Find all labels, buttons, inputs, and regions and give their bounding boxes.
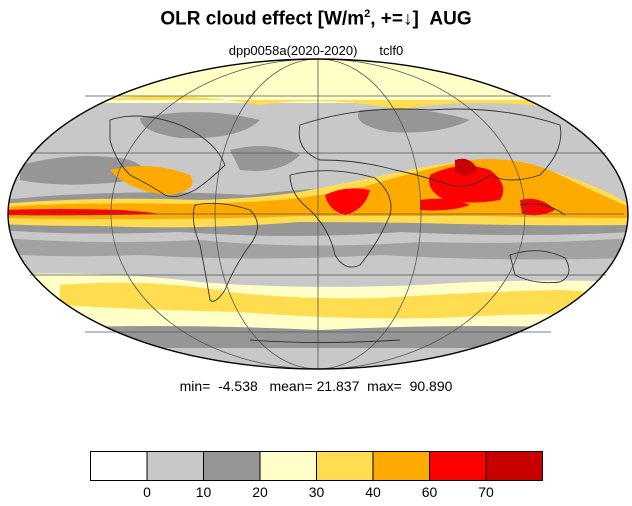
max-label: max=	[367, 378, 402, 394]
variable-label: tclf0	[379, 43, 404, 58]
world-map	[7, 58, 629, 370]
colorbar-bin	[485, 451, 543, 481]
mean-label: mean=	[269, 378, 313, 394]
experiment-label: dpp0058a(2020-2020)	[228, 43, 358, 58]
colorbar-tick-label: 70	[478, 484, 494, 500]
coastlines	[109, 108, 570, 343]
colorbar-bin	[146, 451, 204, 481]
plot-title: OLR cloud effect [W/m2, +=↓] AUG	[0, 8, 632, 30]
colorbar-labels: 0 10 20 30 40 60 70	[0, 484, 632, 504]
colorbar	[90, 451, 543, 481]
colorbar-bin	[259, 451, 317, 481]
max-value: 90.890	[409, 378, 453, 394]
colorbar-tick-label: 20	[252, 484, 268, 500]
title-bracket: ]	[412, 8, 419, 30]
colorbar-bin	[372, 451, 430, 481]
colorbar-tick-label: 0	[143, 484, 151, 500]
min-label: min=	[179, 378, 211, 394]
min-value: -4.538	[218, 378, 258, 394]
colorbar-tick-label: 40	[365, 484, 381, 500]
statistics-line: min= -4.538 mean= 21.837 max= 90.890	[0, 378, 632, 394]
colorbar-bin	[316, 451, 374, 481]
colorbar-tick-label: 10	[195, 484, 212, 500]
title-superscript: 2	[364, 8, 371, 20]
title-month: AUG	[429, 8, 472, 30]
title-text: OLR cloud effect [W/m	[160, 8, 365, 30]
colorbar-bin	[90, 451, 148, 481]
title-sign: , +=	[370, 8, 403, 30]
map-outline	[7, 58, 629, 370]
colorbar-tick-label: 30	[308, 484, 325, 500]
mean-value: 21.837	[316, 378, 360, 394]
colorbar-tick-label: 60	[421, 484, 438, 500]
colorbar-bin	[203, 451, 261, 481]
plot-subtitle: dpp0058a(2020-2020) tclf0	[0, 43, 632, 58]
colorbar-bin	[429, 451, 487, 481]
down-arrow-icon: ↓	[402, 8, 413, 30]
